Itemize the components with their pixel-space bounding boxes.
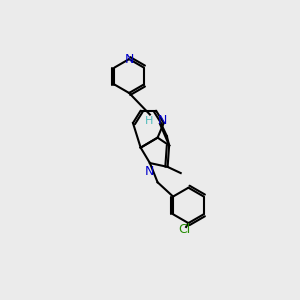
Text: N: N [124, 52, 134, 66]
Text: Cl: Cl [178, 223, 191, 236]
Text: N: N [158, 114, 167, 127]
Text: N: N [145, 165, 154, 178]
Text: H: H [145, 116, 153, 126]
